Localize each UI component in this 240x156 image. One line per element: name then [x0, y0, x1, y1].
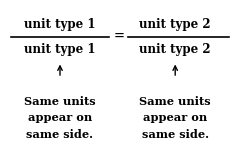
Text: unit type 2: unit type 2 — [139, 43, 211, 56]
Text: =: = — [113, 30, 124, 43]
Text: Same units
appear on
same side.: Same units appear on same side. — [139, 96, 211, 140]
Text: unit type 1: unit type 1 — [24, 18, 96, 31]
Text: unit type 1: unit type 1 — [24, 43, 96, 56]
Text: Same units
appear on
same side.: Same units appear on same side. — [24, 96, 96, 140]
Text: unit type 2: unit type 2 — [139, 18, 211, 31]
